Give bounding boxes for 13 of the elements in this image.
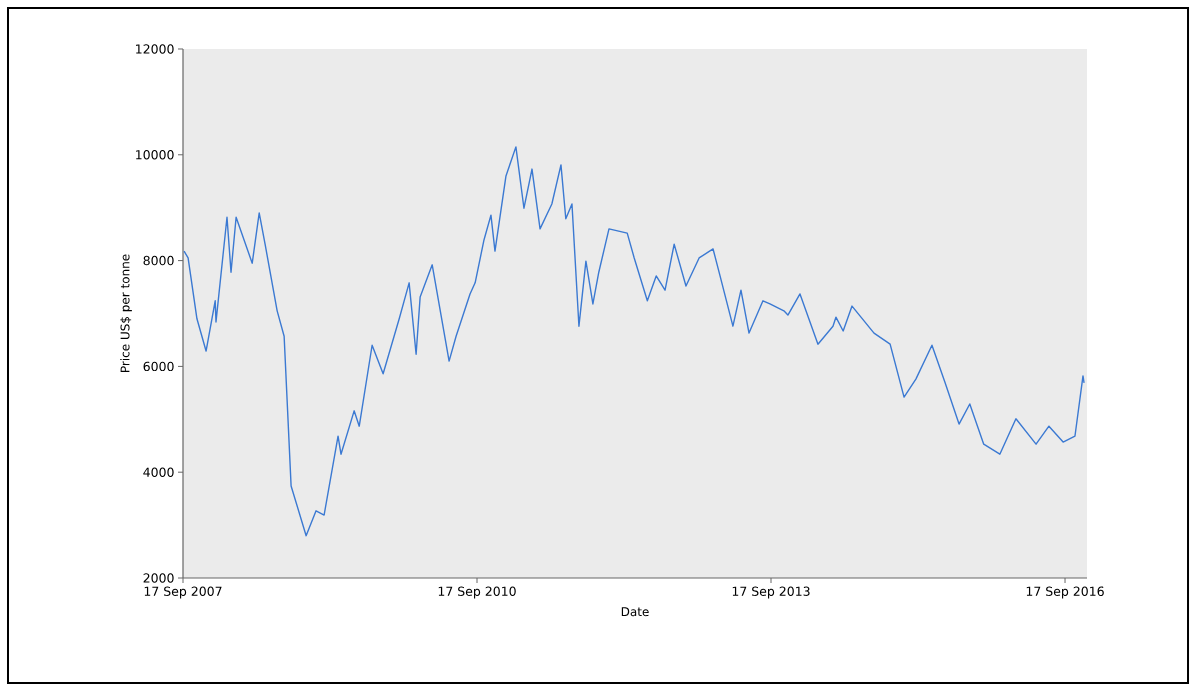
y-axis-title: Price US$ per tonne (120, 254, 132, 372)
x-tick-label: 17 Sep 2016 (1026, 586, 1104, 599)
y-tick-label: 8000 (143, 255, 174, 266)
y-tick-label: 6000 (143, 361, 174, 372)
line-series (183, 146, 1085, 537)
y-tick-label: 2000 (143, 573, 174, 583)
x-tick-label: 17 Sep 2007 (144, 586, 222, 599)
y-tick-label: 10000 (136, 150, 174, 160)
y-tick-label: 4000 (143, 467, 174, 477)
x-axis-title: Date (621, 607, 649, 617)
y-tick-label: 12000 (136, 44, 174, 54)
x-tick-label: 17 Sep 2010 (438, 586, 516, 599)
x-tick-label: 17 Sep 2013 (732, 586, 810, 599)
